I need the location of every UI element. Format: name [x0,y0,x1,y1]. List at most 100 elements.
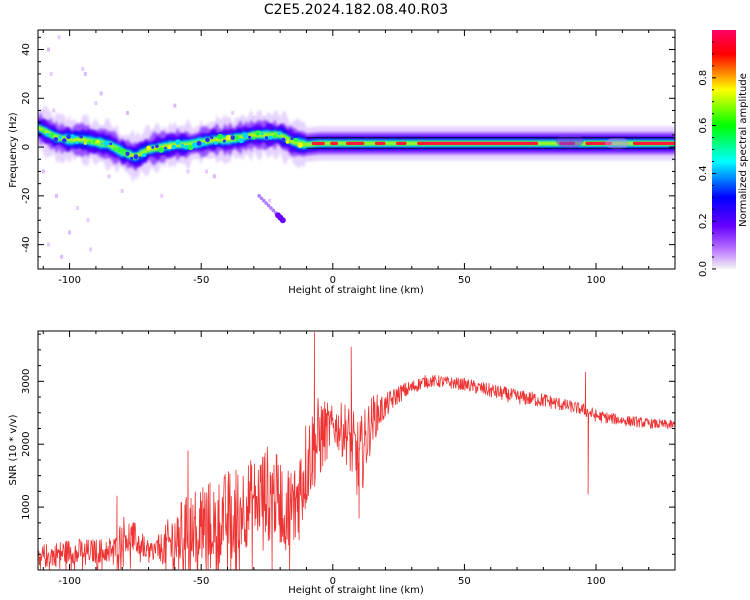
spectrogram-y-ticks: -40 -20 0 20 40 [21,36,675,258]
streak-blob [279,217,286,224]
ridge-dot [230,135,236,141]
ridge-dot [158,147,164,153]
snr-x-axis-label: Height of straight line (km) [288,585,424,596]
ridge-dot [268,135,273,140]
ridge-dot [164,146,167,150]
noise-blob [94,101,98,106]
ridge-dot [79,134,83,139]
snr-frame [37,330,676,571]
streak-blob [271,208,276,213]
ridge-dot [103,140,110,147]
y-tick-label: 2000 [21,431,32,456]
ridge-dot [146,145,151,150]
x-tick-label: 0 [330,275,336,286]
ridge-dot [242,133,249,139]
x-tick-label: -50 [193,576,209,587]
noise-blob [60,254,64,259]
noise-blob [204,169,208,174]
noise-blob [212,174,216,179]
streak-blob [257,194,261,198]
y-tick-label: 20 [21,92,32,105]
ridge-dot [264,136,269,140]
ridge-dot [277,132,281,136]
ridge-dot [58,135,62,140]
x-tick-label: 100 [586,275,605,286]
ridge-dot [142,152,147,157]
ridge-dot [285,140,290,144]
ridge-dot [75,141,79,145]
noise-blob [125,110,129,115]
ridge-dot [167,145,172,150]
ridge-dot [70,134,75,139]
spectrogram-x-axis-label: Height of straight line (km) [288,285,424,296]
noise-blob [47,242,51,247]
y-tick-label: 0 [21,144,32,150]
ridge-dot [84,142,87,145]
ridge-dot [187,144,194,151]
noise-blob [41,169,45,174]
noise-blob [173,103,177,108]
y-tick-label: -40 [21,236,32,252]
ridge-dot [234,135,240,141]
spectrogram-x-ticks: -100 -50 0 50 100 [42,30,676,286]
ridge-dot [133,154,139,160]
noise-blob [89,247,93,252]
ridge-dot [138,156,142,160]
ridge-dot [238,138,244,144]
noise-blob [54,193,58,198]
ridge-dot [49,132,54,137]
ridge-dot [113,147,117,151]
ridge-dot [214,141,218,145]
noise-blob [83,71,87,76]
spectrogram-frame [37,29,676,270]
x-tick-label: 0 [330,576,336,587]
ridge-core [330,141,339,146]
ridge-dot [293,137,298,142]
x-tick-label: 50 [458,275,471,286]
streak-blob [264,201,269,205]
ridge-dot [260,132,264,136]
ridge-dot [281,137,286,142]
snr-y-axis-label: SNR (10 * v/v) [8,414,19,485]
noise-blob [81,67,85,72]
spectrogram-panel: -100 -50 0 50 100 -40 -20 0 20 40 Height of stra… [8,29,676,296]
ridge-dot [116,147,122,153]
ridge-dot [66,134,71,140]
ridge-dot [88,140,91,144]
noise-blob [75,206,79,211]
noise-blob [186,169,190,174]
streak-blob [259,196,264,201]
spectrogram-heatmap [38,35,675,259]
x-tick-label: -50 [193,275,209,286]
noise-blob [86,218,90,223]
ridge-core [395,141,407,146]
ridge-dot [100,142,104,145]
ridge-dot [196,140,202,146]
noise-blob [57,35,61,40]
noise-blob [52,108,56,113]
ridge-dot [45,132,50,137]
ridge-dot [53,137,59,142]
ridge-dot [192,142,198,149]
streak-blob [262,198,266,203]
ridge-blob [555,133,584,148]
ridge-core [374,141,386,146]
figure-title: C2E5.2024.182.08.40.R03 [264,2,448,18]
noise-blob [107,174,111,179]
ridge-dot [180,143,184,148]
x-tick-label: -100 [58,576,81,587]
ridge-core [417,141,539,146]
colorbar-label: Normalized spectral amplitude [738,73,749,227]
x-tick-label: 50 [458,576,471,587]
snr-panel: -100 -50 0 50 100 1000 2000 3000 Height of str… [8,330,676,596]
y-tick-label: 1000 [21,494,32,519]
colorbar-tick-label: 0.2 [698,213,709,229]
colorbar-tick-label: 0.8 [698,70,709,86]
colorbar-tick-label: 0.0 [698,261,709,277]
ridge-dot [41,129,45,133]
ridge-dot [96,139,100,143]
snr-y-ticks: 1000 2000 3000 [21,333,675,555]
noise-blob [268,198,272,203]
ridge-dot [255,130,261,136]
